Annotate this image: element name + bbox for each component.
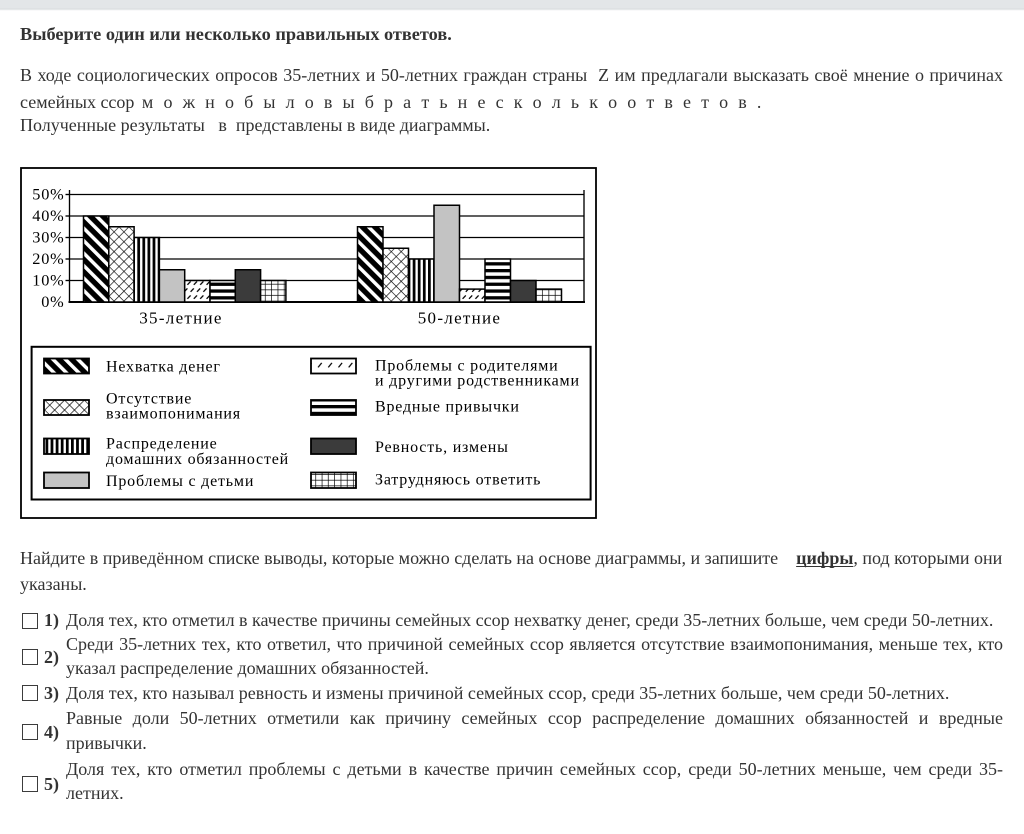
svg-text:Проблемы с родителями: Проблемы с родителями bbox=[375, 358, 559, 375]
svg-text:30%: 30% bbox=[32, 227, 64, 246]
svg-text:взаимопонимания: взаимопонимания bbox=[106, 406, 241, 423]
svg-text:домашних обязанностей: домашних обязанностей bbox=[106, 451, 289, 468]
svg-text:35-летние: 35-летние bbox=[139, 309, 223, 328]
svg-text:20%: 20% bbox=[32, 249, 64, 268]
svg-text:10%: 10% bbox=[32, 270, 64, 289]
svg-text:Ревность, измены: Ревность, измены bbox=[375, 439, 509, 456]
svg-text:0%: 0% bbox=[41, 292, 64, 311]
svg-text:Распределение: Распределение bbox=[106, 436, 218, 453]
svg-text:50%: 50% bbox=[32, 184, 64, 203]
svg-text:Отсутствие: Отсутствие bbox=[106, 391, 192, 408]
svg-text:50-летние: 50-летние bbox=[418, 309, 502, 328]
svg-text:Затрудняюсь ответить: Затрудняюсь ответить bbox=[375, 471, 541, 488]
svg-text:40%: 40% bbox=[32, 206, 64, 225]
svg-text:и другими родственниками: и другими родственниками bbox=[375, 373, 580, 390]
svg-text:Нехватка денег: Нехватка денег bbox=[106, 359, 221, 376]
svg-text:Проблемы с детьми: Проблемы с детьми bbox=[106, 473, 254, 490]
svg-text:Вредные привычки: Вредные привычки bbox=[375, 399, 520, 416]
